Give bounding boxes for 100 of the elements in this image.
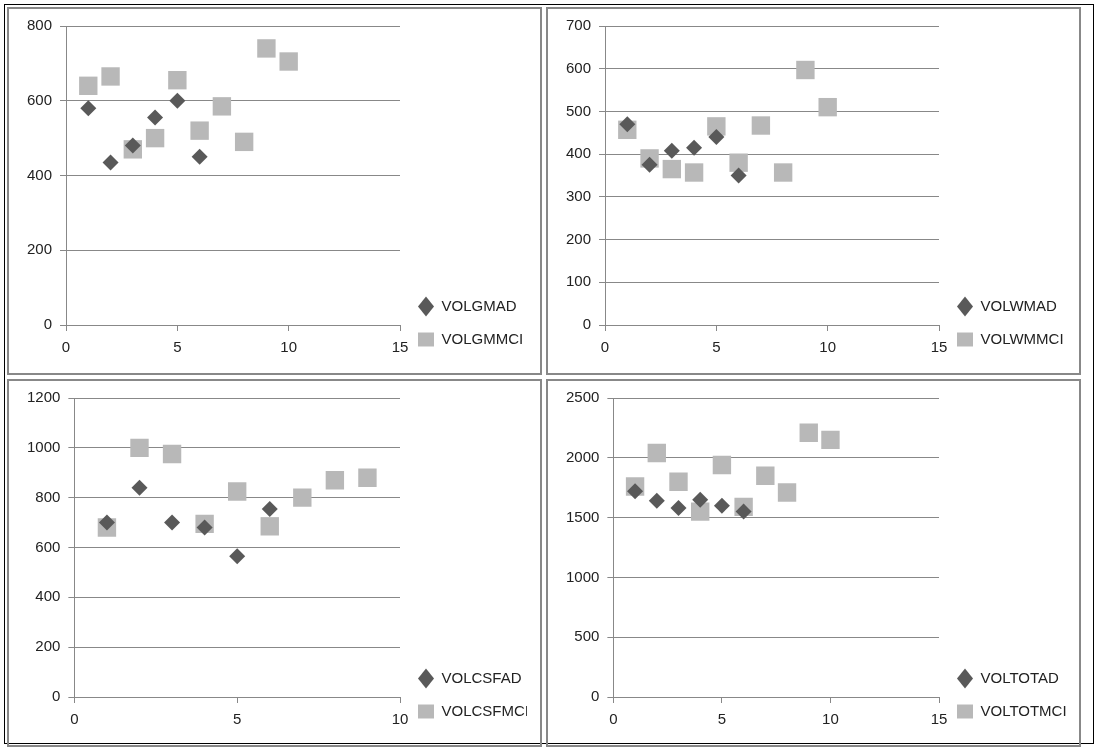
- point: [692, 491, 709, 508]
- point: [799, 423, 818, 442]
- y-tick-label: 600: [35, 537, 61, 555]
- point: [147, 109, 164, 126]
- x-tick-label: 10: [819, 338, 837, 356]
- point: [821, 430, 840, 450]
- y-tick-label: 200: [566, 229, 592, 247]
- point: [293, 488, 312, 507]
- legend-label: VOLGMMCI: [441, 329, 524, 347]
- point: [708, 129, 725, 146]
- y-tick-label: 400: [35, 587, 61, 605]
- y-tick-label: 0: [43, 315, 53, 333]
- point: [212, 97, 232, 116]
- y-tick-label: 2000: [565, 447, 600, 465]
- point: [669, 472, 688, 491]
- point: [145, 128, 165, 148]
- x-tick-label: 0: [609, 710, 618, 728]
- point: [712, 455, 732, 475]
- y-tick-label: 600: [27, 90, 53, 108]
- point: [227, 482, 247, 501]
- y-tick-label: 300: [566, 187, 592, 204]
- point: [79, 76, 98, 95]
- x-tick-label: 10: [280, 338, 298, 356]
- x-tick-label: 0: [70, 710, 79, 728]
- point: [80, 100, 97, 117]
- point: [98, 514, 115, 531]
- x-tick-label: 10: [391, 710, 409, 728]
- point: [818, 97, 837, 117]
- y-tick-label: 700: [566, 16, 592, 34]
- x-tick-label: 5: [173, 338, 182, 356]
- point: [773, 163, 793, 182]
- point: [279, 52, 298, 71]
- point: [168, 71, 187, 90]
- legend-label: VOLCSFAD: [441, 668, 522, 686]
- point: [130, 438, 149, 458]
- point: [257, 39, 276, 58]
- point: [124, 137, 141, 154]
- point: [101, 67, 120, 86]
- point: [196, 519, 213, 536]
- point: [691, 502, 710, 521]
- y-tick-label: 0: [52, 687, 61, 705]
- y-tick-label: 1500: [565, 507, 600, 525]
- y-tick-label: 500: [566, 101, 592, 119]
- x-tick-label: 5: [712, 338, 721, 356]
- point: [619, 116, 636, 133]
- y-tick-label: 400: [27, 165, 53, 183]
- point: [647, 443, 666, 463]
- point: [663, 142, 680, 159]
- point: [641, 156, 658, 173]
- point: [234, 132, 254, 152]
- point: [796, 60, 815, 80]
- point: [735, 503, 752, 520]
- y-tick-label: 500: [574, 627, 600, 645]
- y-tick-label: 0: [582, 315, 592, 333]
- x-tick-label: 15: [391, 338, 409, 356]
- point: [169, 92, 186, 109]
- point: [261, 500, 278, 517]
- point: [627, 483, 644, 500]
- point: [164, 514, 181, 531]
- point: [229, 548, 246, 565]
- y-tick-label: 0: [591, 687, 600, 705]
- point: [684, 163, 704, 182]
- point: [190, 121, 209, 140]
- legend-label: VOLTOTAD: [980, 668, 1060, 686]
- legend-label: VOLGMAD: [441, 296, 517, 314]
- legend-label: VOLTOTMCI: [980, 701, 1067, 719]
- point: [131, 479, 148, 496]
- x-tick-label: 5: [233, 710, 242, 728]
- y-tick-label: 800: [27, 16, 53, 34]
- point: [191, 148, 208, 165]
- point: [162, 444, 182, 464]
- point: [662, 159, 682, 179]
- point: [648, 492, 665, 509]
- y-tick-label: 800: [35, 487, 61, 505]
- point: [670, 500, 687, 517]
- point: [686, 139, 703, 156]
- x-tick-label: 10: [822, 710, 839, 728]
- legend-label: VOLCSFMCI: [441, 701, 530, 719]
- point: [325, 471, 345, 490]
- y-tick-label: 1200: [26, 388, 61, 406]
- point: [102, 154, 119, 171]
- point: [756, 466, 775, 485]
- point: [260, 517, 279, 536]
- point: [730, 167, 747, 184]
- y-tick-label: 200: [35, 637, 61, 655]
- point: [358, 468, 377, 487]
- x-tick-label: 5: [717, 710, 727, 728]
- y-tick-label: 400: [566, 144, 592, 162]
- x-tick-label: 15: [930, 338, 948, 356]
- y-tick-label: 1000: [565, 567, 600, 585]
- point: [777, 483, 797, 502]
- y-tick-label: 1000: [26, 437, 61, 455]
- y-tick-label: 200: [27, 240, 53, 258]
- legend-label: VOLWMMCI: [980, 329, 1064, 347]
- y-tick-label: 600: [566, 58, 592, 76]
- y-tick-label: 2500: [565, 388, 600, 406]
- point: [751, 116, 771, 135]
- legend-label: VOLWMAD: [980, 296, 1058, 314]
- point: [729, 153, 748, 172]
- x-tick-label: 15: [930, 710, 948, 728]
